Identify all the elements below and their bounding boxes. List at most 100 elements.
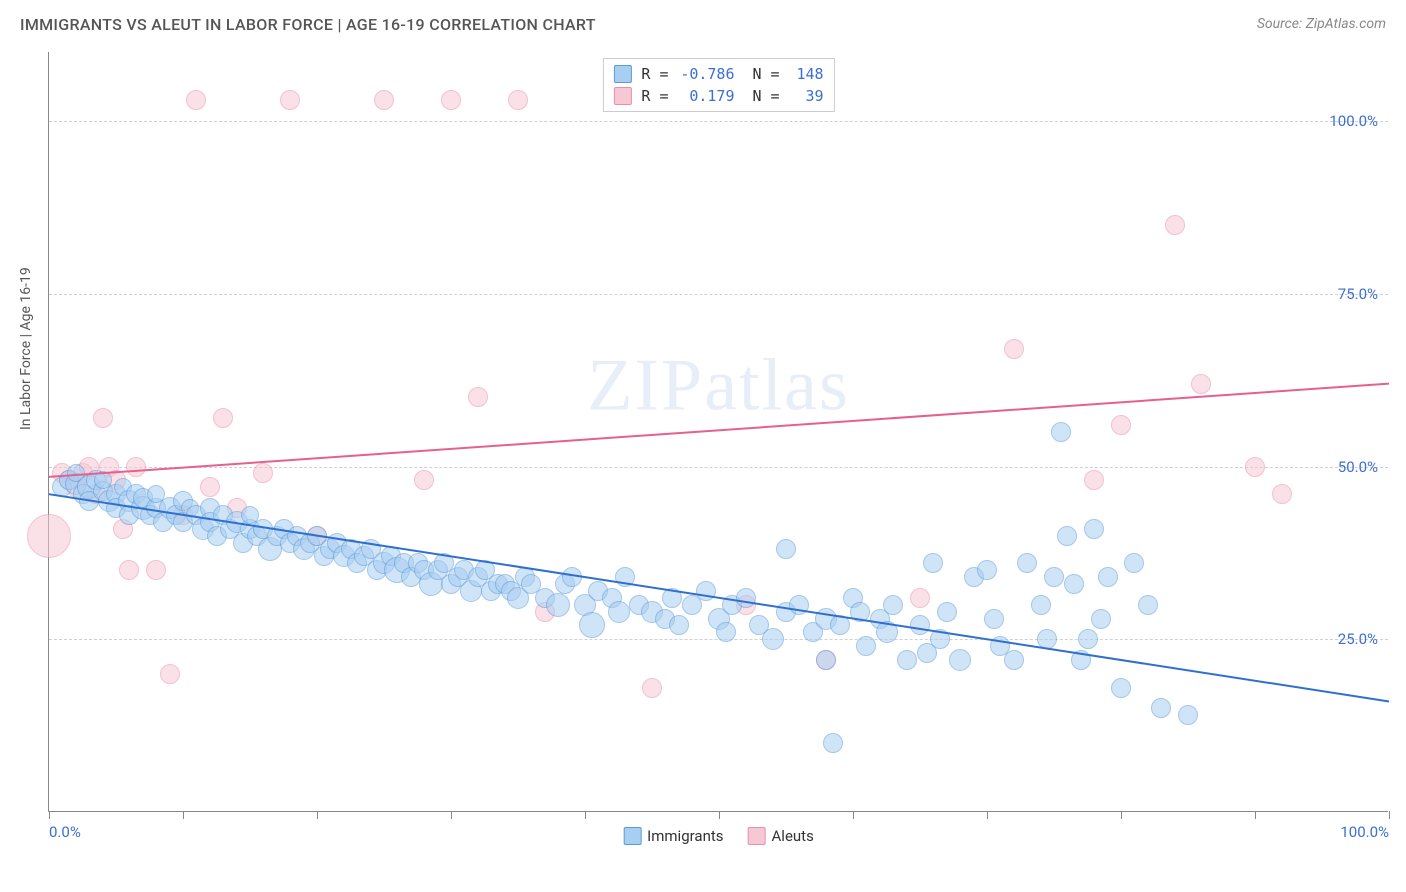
x-tick [1121, 811, 1122, 819]
legend-item-immigrants: Immigrants [623, 827, 723, 845]
x-tick [987, 811, 988, 819]
gridline [49, 294, 1388, 295]
immigrants-point [1071, 650, 1091, 670]
aleuts-point [1245, 457, 1265, 477]
aleuts-point [213, 408, 233, 428]
y-tick-label: 25.0% [1338, 630, 1378, 648]
aleuts-point [93, 408, 113, 428]
aleuts-point [186, 90, 206, 110]
immigrants-point [1124, 553, 1144, 573]
immigrants-point [716, 622, 736, 642]
immigrants-point [1064, 574, 1084, 594]
x-tick [183, 811, 184, 819]
aleuts-point [468, 387, 488, 407]
immigrants-point [937, 602, 957, 622]
aleuts-point [642, 678, 662, 698]
immigrants-point [1051, 422, 1071, 442]
immigrants-point [876, 621, 898, 643]
chart-area: ZIPatlas R = -0.786 N = 148 R = 0.179 N … [48, 52, 1388, 812]
immigrants-point [1084, 519, 1104, 539]
y-axis-label: In Labor Force | Age 16-19 [18, 267, 34, 430]
immigrants-point [816, 650, 836, 670]
immigrants-point [1111, 678, 1131, 698]
plot-surface: 25.0%50.0%75.0%100.0%0.0%100.0% [49, 52, 1388, 811]
y-tick-label: 100.0% [1329, 112, 1378, 130]
aleuts-point [508, 90, 528, 110]
series-legend: Immigrants Aleuts [623, 827, 814, 845]
gridline [49, 121, 1388, 122]
aleuts-point [126, 457, 146, 477]
immigrants-point [608, 601, 630, 623]
immigrants-point [830, 615, 850, 635]
immigrants-point [1151, 698, 1171, 718]
immigrants-point [562, 567, 582, 587]
immigrants-point [984, 609, 1004, 629]
swatch-aleuts [748, 827, 766, 845]
aleuts-point [1111, 415, 1131, 435]
x-tick [1255, 811, 1256, 819]
chart-title: IMMIGRANTS VS ALEUT IN LABOR FORCE | AGE… [20, 15, 596, 34]
aleuts-point [253, 463, 273, 483]
aleuts-point [280, 90, 300, 110]
immigrants-point [789, 595, 809, 615]
immigrants-point [762, 628, 784, 650]
aleuts-point [1084, 470, 1104, 490]
aleuts-point [910, 588, 930, 608]
legend-row-aleuts: R = 0.179 N = 39 [613, 85, 823, 107]
immigrants-point [662, 588, 682, 608]
immigrants-point [1031, 595, 1051, 615]
immigrants-point [910, 615, 930, 635]
immigrants-point [1091, 609, 1111, 629]
immigrants-point [546, 593, 570, 617]
swatch-immigrants [613, 65, 631, 83]
immigrants-point [850, 602, 870, 622]
swatch-immigrants [623, 827, 641, 845]
aleuts-point [119, 560, 139, 580]
aleuts-point [414, 470, 434, 490]
aleuts-point [160, 664, 180, 684]
header: IMMIGRANTS VS ALEUT IN LABOR FORCE | AGE… [0, 0, 1406, 48]
legend-item-aleuts: Aleuts [748, 827, 814, 845]
immigrants-point [949, 649, 971, 671]
immigrants-point [615, 567, 635, 587]
gridline [49, 467, 1388, 468]
immigrants-point [1178, 705, 1198, 725]
legend-row-immigrants: R = -0.786 N = 148 [613, 63, 823, 85]
x-tick-label: 100.0% [1340, 823, 1389, 841]
immigrants-point [1044, 567, 1064, 587]
immigrants-point [1138, 595, 1158, 615]
immigrants-point [669, 615, 689, 635]
x-tick [317, 811, 318, 819]
immigrants-point [930, 629, 950, 649]
immigrants-point [1098, 567, 1118, 587]
immigrants-point [1037, 629, 1057, 649]
immigrants-point [1057, 526, 1077, 546]
source-label: Source: ZipAtlas.com [1257, 16, 1386, 32]
aleuts-point [200, 477, 220, 497]
aleuts-point [441, 90, 461, 110]
y-tick-label: 75.0% [1338, 285, 1378, 303]
immigrants-point [923, 553, 943, 573]
immigrants-point [823, 733, 843, 753]
aleuts-point [1191, 374, 1211, 394]
aleuts-point [1004, 339, 1024, 359]
aleuts-point [27, 514, 71, 558]
immigrants-point [856, 636, 876, 656]
x-tick [853, 811, 854, 819]
aleuts-point [146, 560, 166, 580]
y-tick-label: 50.0% [1338, 458, 1378, 476]
aleuts-point [1165, 215, 1185, 235]
x-tick-label: 0.0% [49, 823, 81, 841]
correlation-legend: R = -0.786 N = 148 R = 0.179 N = 39 [602, 58, 834, 112]
immigrants-point [977, 560, 997, 580]
immigrants-point [776, 539, 796, 559]
immigrants-point [1078, 629, 1098, 649]
immigrants-point [897, 650, 917, 670]
x-tick [719, 811, 720, 819]
immigrants-point [736, 588, 756, 608]
immigrants-point [883, 595, 903, 615]
aleuts-point [1272, 484, 1292, 504]
x-tick [49, 811, 50, 819]
x-tick [585, 811, 586, 819]
aleuts-point [374, 90, 394, 110]
